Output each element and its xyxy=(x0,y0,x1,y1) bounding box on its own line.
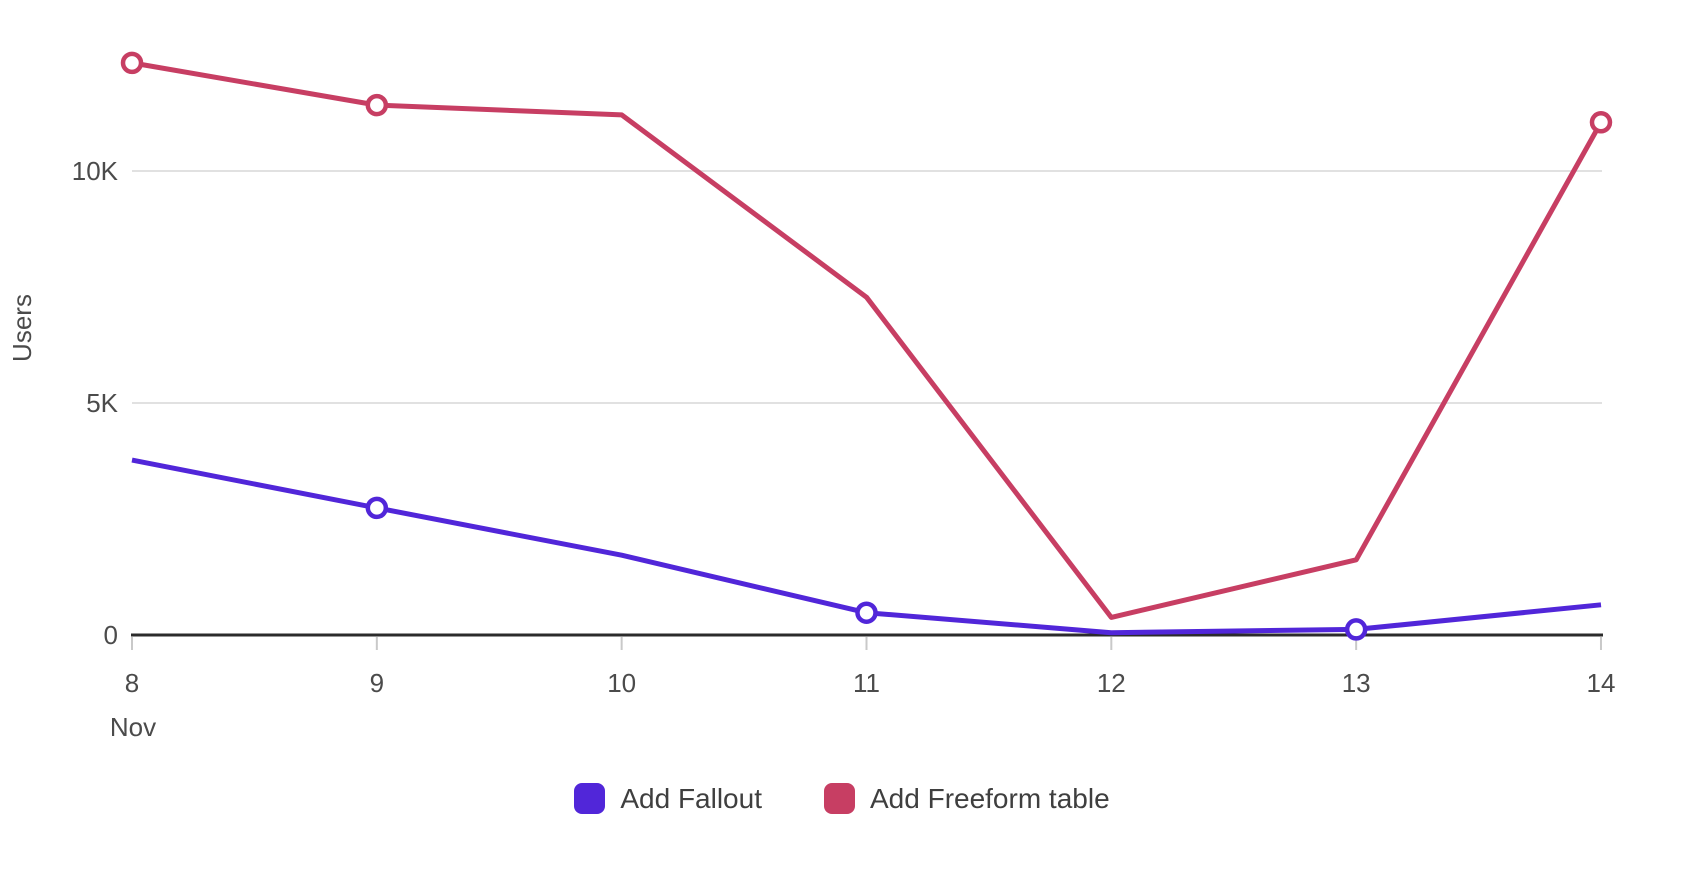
legend-label-add-fallout: Add Fallout xyxy=(620,783,762,814)
data-point-marker-add-fallout-13[interactable] xyxy=(1344,618,1368,641)
legend-label-add-freeform-table: Add Freeform table xyxy=(869,783,1110,814)
legend-item-add-fallout[interactable]: Add Fallout xyxy=(574,782,762,816)
x-tick-label: 13 xyxy=(1342,668,1371,698)
data-point-marker-add-freeform-table-14[interactable] xyxy=(1589,111,1613,134)
series-line-add-freeform-table[interactable] xyxy=(131,60,1604,620)
x-tick-label: 8 xyxy=(125,668,139,698)
y-axis-title: Users xyxy=(7,294,37,362)
x-tick-label: 10 xyxy=(607,668,636,698)
data-point-marker-add-freeform-table-9[interactable] xyxy=(365,93,389,117)
y-tick-label-5k: 5K xyxy=(86,388,118,418)
legend-swatch-add-fallout xyxy=(574,783,606,815)
data-point-marker-add-fallout-9[interactable] xyxy=(365,496,389,520)
data-point-marker-add-fallout-11[interactable] xyxy=(855,601,878,624)
data-point-marker-add-freeform-table-8[interactable] xyxy=(120,51,144,75)
x-tick-label: 9 xyxy=(370,668,384,698)
y-tick-label-0: 0 xyxy=(104,620,118,650)
x-tick-label: 14 xyxy=(1587,668,1616,698)
x-tick-label: 11 xyxy=(853,668,880,698)
x-axis-month-label: Nov xyxy=(110,712,156,742)
x-tick-label: 12 xyxy=(1097,668,1126,698)
legend-swatch-add-freeform-table xyxy=(823,783,855,815)
y-tick-label-10k: 10K xyxy=(72,156,119,186)
chart-legend: Add Fallout Add Freeform table xyxy=(0,782,1684,816)
legend-item-add-freeform-table[interactable]: Add Freeform table xyxy=(823,782,1110,816)
